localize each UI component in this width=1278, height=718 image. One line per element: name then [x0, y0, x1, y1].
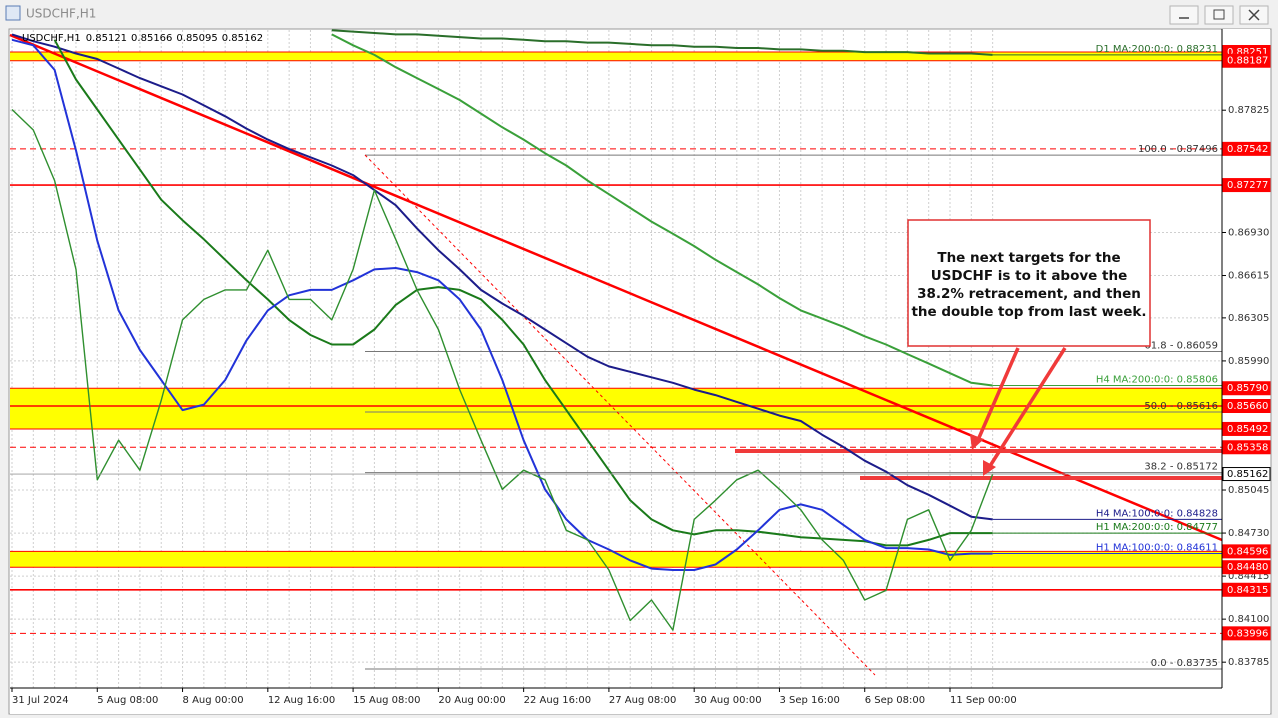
ma-line: [331, 29, 993, 56]
annotation-line: USDCHF is to it above the: [931, 268, 1128, 284]
ma-line: [53, 39, 993, 547]
price-label-bg: [1222, 582, 1271, 597]
price-label: 0.85162: [1227, 469, 1268, 480]
arrow-head: [970, 434, 984, 450]
chart-area: [8, 28, 1272, 715]
price-label: 0.84315: [1227, 585, 1268, 596]
annotation-line: the double top from last week.: [911, 304, 1146, 320]
x-tick-label: 8 Aug 00:00: [183, 695, 244, 706]
x-tick-label: 5 Aug 08:00: [97, 695, 158, 706]
annotation-box: [907, 219, 1151, 347]
x-tick-label: 15 Aug 08:00: [353, 695, 420, 706]
ma-line: [331, 33, 993, 387]
ma-label: D1 MA:200:0:0: 0.88231: [1096, 44, 1218, 55]
y-tick-label: 0.84415: [1228, 571, 1269, 582]
x-tick-label: 22 Aug 16:00: [524, 695, 591, 706]
price-label: 0.84480: [1227, 562, 1268, 573]
time-axis: [10, 688, 1270, 714]
ma-label: H1 MA:100:0:0: 0.84611: [1096, 543, 1218, 554]
price-label-bg: [1222, 53, 1271, 68]
price-label: 0.85790: [1227, 383, 1268, 394]
ma-label: H1 MA:200:0:0: 0.84777: [1096, 522, 1218, 533]
price-label-bg: [1222, 544, 1271, 559]
price-label: 0.85660: [1227, 401, 1268, 412]
ma-line: [11, 33, 993, 521]
ma-label: H4 MA:100:0:0: 0.84828: [1096, 508, 1218, 519]
price-label-bg: [1222, 178, 1271, 193]
y-tick-label: 0.83785: [1228, 657, 1269, 668]
x-tick-label: 6 Sep 08:00: [865, 695, 925, 706]
symbol: USDCHF,H1: [22, 33, 81, 44]
low-price: 0.85095: [176, 33, 217, 44]
y-tick-label: 0.86930: [1228, 227, 1269, 238]
price-label: 0.84596: [1227, 546, 1268, 557]
window-title: USDCHF,H1: [26, 7, 96, 21]
fibo-base-line: [364, 154, 876, 676]
x-tick-label: 12 Aug 16:00: [268, 695, 335, 706]
x-tick-label: 30 Aug 00:00: [694, 695, 761, 706]
y-tick-label: 0.87825: [1228, 105, 1269, 116]
fib-label: 100.0 - 0.87496: [1138, 144, 1218, 155]
price-label-bg: [1222, 440, 1271, 455]
price-label: 0.85492: [1227, 424, 1268, 435]
price-label-bg: [1222, 421, 1271, 436]
y-tick-label: 0.86615: [1228, 271, 1269, 282]
fib-label: 38.2 - 0.85172: [1144, 462, 1218, 473]
y-tick-label: 0.85990: [1228, 356, 1269, 367]
price-label: 0.83996: [1227, 628, 1268, 639]
zone: [10, 551, 1222, 568]
ma-label: H4 MA:200:0:0: 0.85806: [1096, 375, 1218, 386]
window-icon: [5, 5, 21, 21]
price-label-bg: [1222, 399, 1271, 413]
x-tick-label: 11 Sep 00:00: [950, 695, 1017, 706]
price-label: 0.87542: [1227, 144, 1268, 155]
y-tick-label: 0.85045: [1228, 485, 1269, 496]
trend-line: [9, 33, 1223, 542]
arrow-head: [983, 460, 996, 476]
y-tick-label: 0.86305: [1228, 313, 1269, 324]
annotation-arrow: [988, 347, 1067, 467]
ma-line: [11, 38, 993, 571]
zone: [10, 51, 1222, 61]
annotation-line: The next targets for the: [937, 250, 1120, 266]
minimize-button[interactable]: [1169, 5, 1199, 25]
fib-label: 50.0 - 0.85616: [1144, 401, 1218, 412]
fib-label: 61.8 - 0.86059: [1144, 340, 1218, 351]
price-label-bg: [1222, 141, 1271, 156]
price-label-bg: [1222, 381, 1271, 396]
annotation-line: 38.2% retracement, and then: [917, 286, 1141, 302]
close-icon: [1248, 9, 1260, 21]
x-tick-label: 27 Aug 08:00: [609, 695, 676, 706]
x-tick-label: 20 Aug 00:00: [438, 695, 505, 706]
maximize-button[interactable]: [1204, 5, 1234, 25]
chart-header: USDCHF,H1 0.85121 0.85166 0.85095 0.85162: [22, 33, 263, 44]
price-label-bg: [1222, 626, 1271, 641]
high-price: 0.85166: [131, 33, 172, 44]
open-price: 0.85121: [86, 33, 127, 44]
price-label: 0.88251: [1227, 47, 1268, 58]
maximize-icon: [1213, 9, 1225, 20]
price-label-bg: [1222, 467, 1271, 482]
price-label-bg: [1222, 560, 1271, 575]
price-label: 0.88187: [1227, 56, 1268, 67]
y-tick-label: 0.84730: [1228, 528, 1269, 539]
annotation-arrow: [976, 347, 1020, 441]
x-tick-label: 3 Sep 16:00: [779, 695, 839, 706]
price-label: 0.85358: [1227, 442, 1268, 453]
price-label: 0.87277: [1227, 180, 1268, 191]
price-axis: [1222, 29, 1270, 688]
y-tick-label: 0.84100: [1228, 614, 1269, 625]
price-line: [11, 108, 994, 631]
close-price: 0.85162: [222, 33, 263, 44]
fib-label: 0.0 - 0.83735: [1151, 658, 1218, 669]
x-tick-label: 31 Jul 2024: [12, 695, 69, 706]
